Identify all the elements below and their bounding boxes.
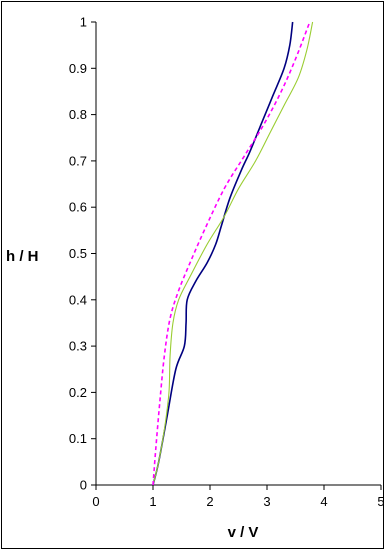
x-axis-title: v / V — [228, 524, 259, 541]
y-tick-label: 0.9 — [69, 61, 87, 76]
x-tick-label: 3 — [263, 494, 270, 509]
y-tick-label: 0.7 — [69, 153, 87, 168]
y-tick-label: 0.5 — [69, 246, 87, 261]
y-tick-label: 0.4 — [69, 292, 87, 307]
y-tick-label: 0.6 — [69, 200, 87, 215]
y-tick-label: 0.3 — [69, 339, 87, 354]
y-tick-label: 0 — [80, 478, 87, 493]
y-tick-label: 0.2 — [69, 385, 87, 400]
y-axis-title: h / H — [6, 248, 39, 265]
x-tick-label: 0 — [92, 494, 99, 509]
x-tick-label: 2 — [206, 494, 213, 509]
x-tick-label: 5 — [377, 494, 384, 509]
y-tick-label: 0.1 — [69, 431, 87, 446]
x-tick-label: 1 — [149, 494, 156, 509]
x-tick-label: 4 — [320, 494, 327, 509]
y-tick-label: 1 — [80, 15, 87, 30]
y-tick-label: 0.8 — [69, 107, 87, 122]
